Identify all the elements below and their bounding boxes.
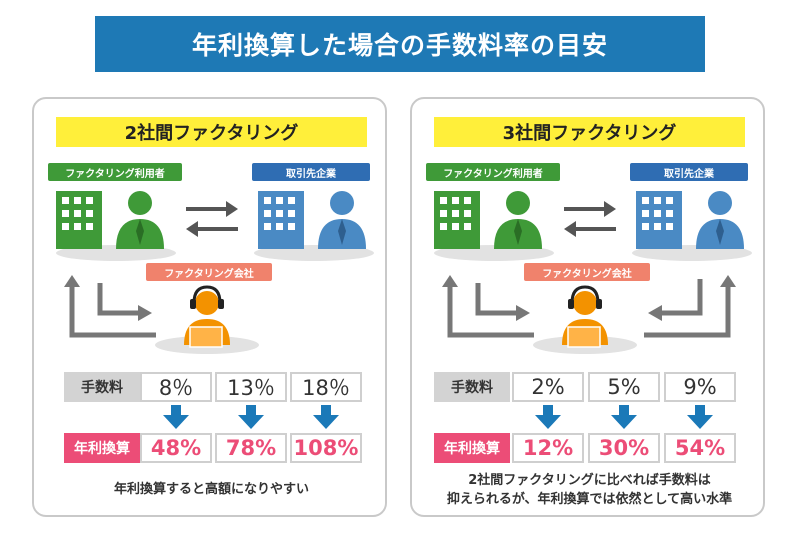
fee-cell: 18％ (290, 372, 362, 402)
panel-three-party: 3社間ファクタリング ファクタリング利用者 取引先企業 (410, 97, 765, 517)
annual-cell: 30% (588, 433, 660, 463)
annual-label: 年利換算 (64, 433, 140, 463)
fee-cell: 9% (664, 372, 736, 402)
person-icon (116, 191, 164, 249)
user-figure (56, 191, 176, 261)
client-tag: 取引先企業 (630, 163, 748, 181)
client-figure (254, 191, 374, 261)
flow-arrow-icon (64, 275, 156, 338)
exchange-arrows-icon (186, 201, 238, 237)
annual-cell: 108% (290, 433, 362, 463)
factor-tag: ファクタリング会社 (524, 263, 650, 281)
annual-cell: 12% (512, 433, 584, 463)
client-figure (632, 191, 752, 261)
down-arrow-icon (611, 405, 637, 429)
person-icon (494, 191, 542, 249)
fee-cell: 13％ (215, 372, 287, 402)
annual-cell: 78% (215, 433, 287, 463)
operator-figure (155, 285, 259, 354)
down-arrow-icon (687, 405, 713, 429)
operator-icon (184, 285, 230, 348)
exchange-arrows-icon (564, 201, 616, 237)
panel-note: 2社間ファクタリングに比べれば手数料は 抑えられるが、年利換算では依然として高い… (412, 471, 767, 509)
down-arrow-icon (313, 405, 339, 429)
fee-cell: 5% (588, 372, 660, 402)
factor-tag: ファクタリング会社 (146, 263, 272, 281)
panel-note: 年利換算すると高額になりやすい (34, 480, 389, 499)
page-title: 年利換算した場合の手数料率の目安 (95, 16, 705, 72)
fee-cell: 8％ (140, 372, 212, 402)
building-icon (636, 191, 682, 249)
note-line: 抑えられるが、年利換算では依然として高い水準 (446, 492, 733, 507)
person-icon (696, 191, 744, 249)
operator-icon (562, 285, 608, 348)
down-arrow-icon (535, 405, 561, 429)
note-line: 2社間ファクタリングに比べれば手数料は (468, 473, 711, 488)
person-icon (318, 191, 366, 249)
client-tag: 取引先企業 (252, 163, 370, 181)
building-icon (258, 191, 304, 249)
note-line: 年利換算すると高額になりやすい (113, 482, 309, 497)
panel-two-party: 2社間ファクタリング ファクタリング利用者 取引先企業 (32, 97, 387, 517)
building-icon (56, 191, 102, 249)
panel-title: 2社間ファクタリング (56, 117, 367, 147)
user-figure (434, 191, 554, 261)
fee-cell: 2% (512, 372, 584, 402)
operator-figure (533, 285, 637, 354)
fee-label: 手数料 (64, 372, 140, 402)
flow-arrow-icon (644, 275, 736, 338)
panel-title: 3社間ファクタリング (434, 117, 745, 147)
annual-cell: 54% (664, 433, 736, 463)
user-tag: ファクタリング利用者 (426, 163, 560, 181)
flow-arrow-icon (442, 275, 534, 338)
down-arrow-icon (238, 405, 264, 429)
annual-label: 年利換算 (434, 433, 510, 463)
annual-cell: 48% (140, 433, 212, 463)
down-arrow-icon (163, 405, 189, 429)
fee-label: 手数料 (434, 372, 510, 402)
user-tag: ファクタリング利用者 (48, 163, 182, 181)
building-icon (434, 191, 480, 249)
